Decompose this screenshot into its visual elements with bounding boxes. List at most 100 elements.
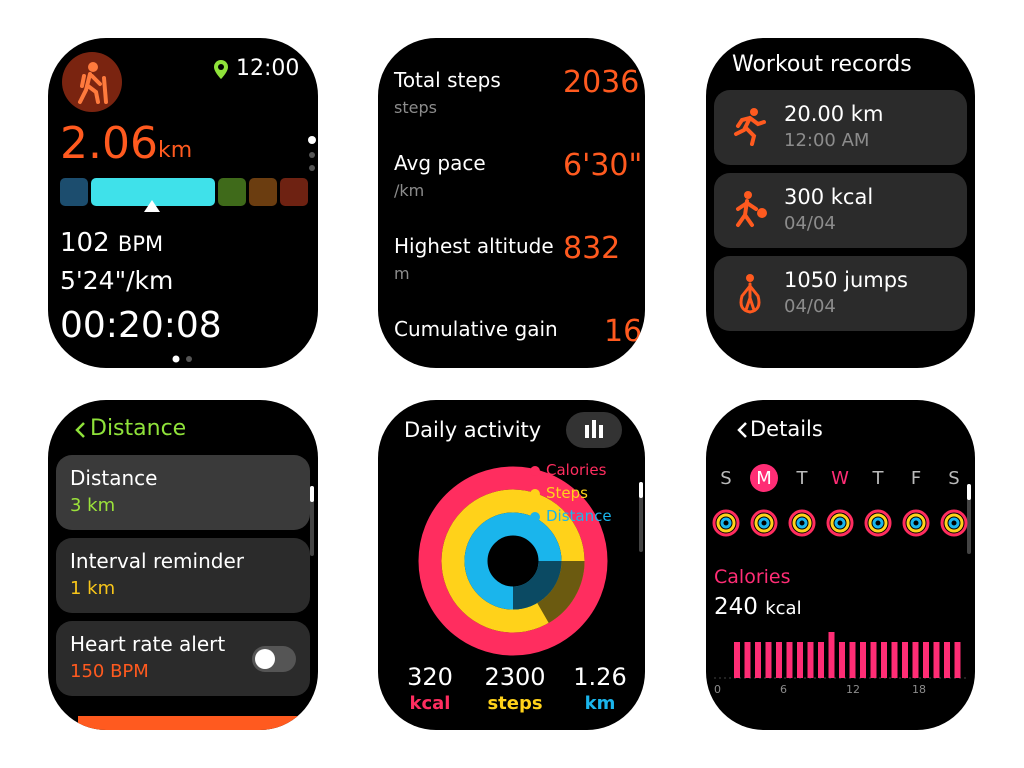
metric-number: 240 [714,594,758,620]
hour-bar [923,642,929,678]
hour-bar [744,642,751,678]
record-primary: 1050 jumps [784,268,908,292]
hour-bar [860,642,866,678]
hour-bar [828,632,835,678]
record-secondary: 04/04 [784,213,836,234]
toggle[interactable] [252,646,296,672]
page-indicators [172,136,316,363]
record-card[interactable]: 20.00 km 12:00 AM [714,90,967,165]
hour-bar [839,642,845,678]
record-icon [736,191,767,227]
stat-unit: steps [394,98,437,117]
stat-label: Avg pace [394,151,486,175]
day-rings [864,509,892,537]
record-secondary: 12:00 AM [784,130,870,151]
setting-card[interactable]: Heart rate alert 150 BPM [56,621,310,696]
hour-bar [765,642,772,678]
record-card[interactable]: 300 kcal 04/04 [714,173,967,248]
hour-bar [954,642,961,678]
hour-bar [944,642,950,678]
stat-value: 6'30" [563,148,643,183]
stats-screen: Total steps steps 2036 Avg pace/km 6'30" High… [378,38,645,368]
weekday[interactable]: T [796,468,808,489]
back-arrow[interactable] [736,421,748,439]
hour-bar [881,642,887,678]
hour-bar [807,642,814,678]
total-unit: km [584,693,616,714]
back-arrow[interactable] [74,421,86,439]
record-primary: 20.00 km [784,102,884,126]
hour-bar [734,642,740,678]
record-card[interactable]: 1050 jumps 04/04 [714,256,967,331]
details-screen: Details Calories 240 kcal S M T W T F S 0 6 12 18 [706,400,975,730]
screen-title[interactable]: Distance [90,416,187,441]
location-icon [214,60,228,79]
hour-bar [755,642,761,678]
screen-title: Workout records [732,52,912,77]
setting-card[interactable]: Interval reminder 1 km [56,538,310,613]
stat-label: Cumulative gain [394,317,558,341]
weekday[interactable]: S [720,468,732,489]
hour-bar [849,642,856,678]
total-unit: steps [487,693,543,714]
stat-label: Total steps [394,68,501,92]
legend-label: Steps [546,484,588,502]
setting-label: Heart rate alert [70,632,226,656]
total-value: 1.26 [573,663,627,691]
distance-unit: km [158,138,193,163]
scrollbar [639,482,643,552]
activity-rings [418,466,608,656]
toggle-knob [255,649,275,669]
setting-value: 3 km [70,495,116,516]
record-icon [739,274,761,314]
distance-value: 2.06 [60,118,158,169]
metric-value: 240 kcal [714,596,802,619]
hour-bar [797,642,803,678]
hour-bar [870,642,877,678]
setting-value: 150 BPM [70,661,149,682]
screen-title: Daily activity [404,418,542,442]
record-icon [734,108,766,146]
record-primary: 300 kcal [784,185,874,209]
stat-value: 832 [563,231,621,266]
selected-day [750,464,778,492]
heart-rate: 102 BPM [60,230,163,256]
weekday[interactable]: M [756,468,772,489]
settings-screen: Distance Distance 3 km Interval reminder 1 … [48,400,318,730]
legend-icon [530,489,540,499]
total-unit: kcal [409,693,451,714]
hour-label: 18 [912,683,926,696]
setting-card[interactable]: Distance 3 km [56,455,310,530]
heart-rate-zones [60,178,308,212]
workout-screen: 12:00 2.06 km 102 BPM 5'24"/km 00:20:08 [48,38,318,368]
hour-bar [933,642,940,678]
stat-value: 2036 [563,65,640,100]
weekday[interactable]: F [910,468,922,489]
pace: 5'24"/km [60,266,174,295]
weekday[interactable]: S [948,468,960,489]
weekday[interactable]: W [831,468,849,489]
hour-bar [776,642,782,678]
chart-button[interactable] [566,412,622,448]
day-rings [750,509,778,537]
hiking-icon [62,52,122,112]
total-value: 2300 [484,663,546,691]
bottom-button[interactable] [78,716,318,730]
scrollbar [310,486,314,556]
screen-title[interactable]: Details [750,417,823,441]
setting-value: 1 km [70,578,116,599]
hour-label: 12 [846,683,860,696]
stat-value: 16 [604,314,643,349]
hour-bar [786,642,793,678]
heart-rate-value: 102 [60,228,110,258]
hour-bar [902,642,908,678]
day-rings [788,509,816,537]
legend-label: Calories [546,461,607,479]
day-rings [712,509,740,537]
legend-icon [530,512,540,522]
hour-bar [891,642,898,678]
hour-label: 0 [714,683,721,696]
stat-label: Highest altitude [394,234,554,258]
heart-rate-unit: BPM [117,232,164,256]
weekday[interactable]: T [872,468,884,489]
